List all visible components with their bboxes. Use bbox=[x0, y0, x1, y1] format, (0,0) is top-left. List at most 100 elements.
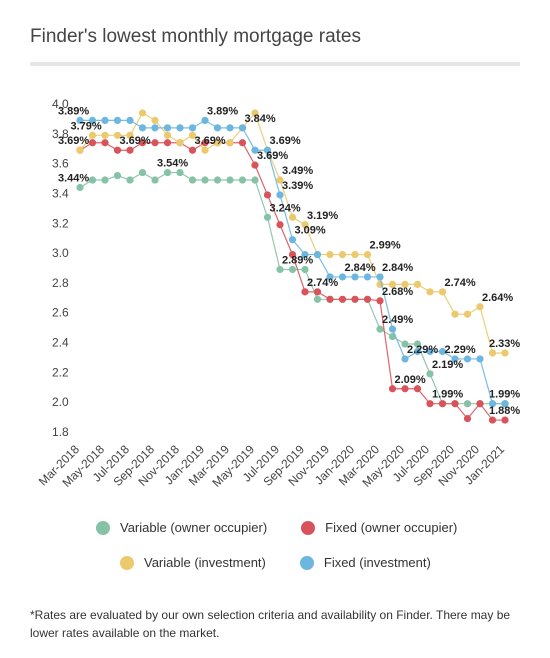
data-point bbox=[176, 139, 184, 147]
data-label: 2.74% bbox=[307, 277, 338, 289]
data-point bbox=[376, 325, 384, 333]
data-point bbox=[363, 250, 372, 259]
data-label: 3.24% bbox=[270, 202, 301, 214]
data-point bbox=[101, 131, 109, 139]
data-point bbox=[426, 347, 434, 356]
data-point bbox=[438, 288, 447, 296]
data-point bbox=[463, 414, 472, 423]
data-label: 3.89% bbox=[207, 105, 238, 117]
data-point bbox=[188, 124, 197, 132]
data-point bbox=[313, 250, 322, 259]
data-point bbox=[213, 139, 222, 147]
y-tick-label: 3.0 bbox=[52, 246, 69, 260]
title-divider bbox=[30, 62, 520, 66]
data-point bbox=[438, 347, 447, 356]
legend-swatch-fixed-investment bbox=[299, 555, 314, 570]
y-tick-label: 2.2 bbox=[52, 365, 69, 379]
data-point bbox=[138, 139, 147, 147]
legend-label-fixed-investment: Fixed (investment) bbox=[323, 555, 431, 570]
data-point bbox=[226, 124, 234, 132]
data-label: 3.69% bbox=[58, 135, 89, 147]
data-point bbox=[263, 213, 272, 221]
data-label: 3.19% bbox=[307, 210, 338, 222]
data-point bbox=[251, 146, 259, 154]
data-point bbox=[426, 370, 434, 378]
data-point bbox=[201, 146, 209, 154]
data-point bbox=[88, 116, 97, 124]
data-point bbox=[188, 176, 197, 184]
data-point bbox=[238, 124, 247, 132]
data-point bbox=[176, 168, 184, 177]
data-point bbox=[138, 109, 147, 117]
data-point bbox=[413, 340, 422, 348]
data-point bbox=[251, 109, 259, 117]
data-point bbox=[251, 176, 259, 184]
y-tick-label: 2.8 bbox=[52, 276, 69, 290]
data-point bbox=[226, 176, 234, 184]
data-point bbox=[251, 161, 259, 169]
data-point bbox=[151, 116, 159, 124]
data-point bbox=[301, 221, 309, 229]
data-point bbox=[401, 355, 409, 363]
data-label: 3.49% bbox=[282, 165, 313, 177]
data-label: 3.84% bbox=[245, 113, 276, 125]
y-tick-label: 1.8 bbox=[52, 425, 69, 439]
data-label: 3.69% bbox=[257, 150, 288, 162]
data-label: 2.89% bbox=[282, 254, 313, 266]
legend-label-variable-owner: Variable (owner occupier) bbox=[120, 520, 268, 535]
data-point bbox=[326, 273, 334, 281]
y-tick-label: 4.0 bbox=[52, 97, 69, 111]
data-label: 2.19% bbox=[432, 359, 463, 371]
data-label: 2.99% bbox=[370, 240, 401, 252]
data-label: 2.09% bbox=[395, 374, 426, 386]
data-label: 3.09% bbox=[295, 225, 326, 237]
data-point bbox=[276, 221, 284, 229]
data-point bbox=[101, 139, 109, 147]
y-tick-label: 2.0 bbox=[52, 395, 69, 409]
data-point bbox=[451, 310, 459, 318]
data-point bbox=[113, 131, 122, 139]
data-point bbox=[313, 295, 322, 303]
data-point bbox=[163, 168, 172, 177]
data-label: 2.29% bbox=[445, 344, 476, 356]
data-point bbox=[351, 273, 359, 281]
data-point bbox=[238, 176, 247, 184]
data-label: 2.29% bbox=[407, 344, 438, 356]
data-point bbox=[113, 146, 122, 154]
data-point bbox=[113, 171, 122, 180]
data-point bbox=[238, 139, 247, 147]
data-point bbox=[276, 265, 284, 274]
data-label: 3.79% bbox=[71, 120, 102, 132]
data-point bbox=[351, 295, 359, 303]
data-point bbox=[501, 400, 509, 408]
data-point bbox=[501, 349, 509, 357]
data-point bbox=[451, 355, 459, 363]
series-line-2 bbox=[79, 111, 505, 354]
data-point bbox=[88, 176, 97, 184]
legend-row-1: Variable (owner occupier) Fixed (owner o… bbox=[96, 520, 457, 535]
data-point bbox=[413, 280, 422, 288]
data-point bbox=[188, 146, 197, 154]
data-point bbox=[163, 139, 172, 147]
data-point bbox=[476, 355, 484, 363]
data-point bbox=[326, 250, 334, 259]
data-label: 3.69% bbox=[270, 135, 301, 147]
data-point bbox=[101, 116, 109, 124]
data-point bbox=[426, 288, 434, 296]
data-point bbox=[276, 191, 284, 199]
data-point bbox=[101, 176, 109, 184]
data-point bbox=[288, 213, 297, 221]
data-point bbox=[463, 310, 472, 318]
data-point bbox=[451, 400, 459, 408]
data-label: 3.39% bbox=[282, 180, 313, 192]
legend-label-variable-investment: Variable (investment) bbox=[144, 555, 266, 570]
data-point bbox=[176, 124, 184, 132]
data-point bbox=[201, 116, 209, 124]
data-point bbox=[363, 295, 372, 303]
data-label: 2.68% bbox=[382, 286, 413, 298]
data-point bbox=[88, 131, 97, 139]
data-point bbox=[363, 273, 372, 281]
legend-item-variable-investment: Variable (investment) bbox=[120, 555, 266, 570]
legend-row-2: Variable (investment) Fixed (investment) bbox=[120, 555, 431, 570]
data-point bbox=[376, 273, 384, 281]
